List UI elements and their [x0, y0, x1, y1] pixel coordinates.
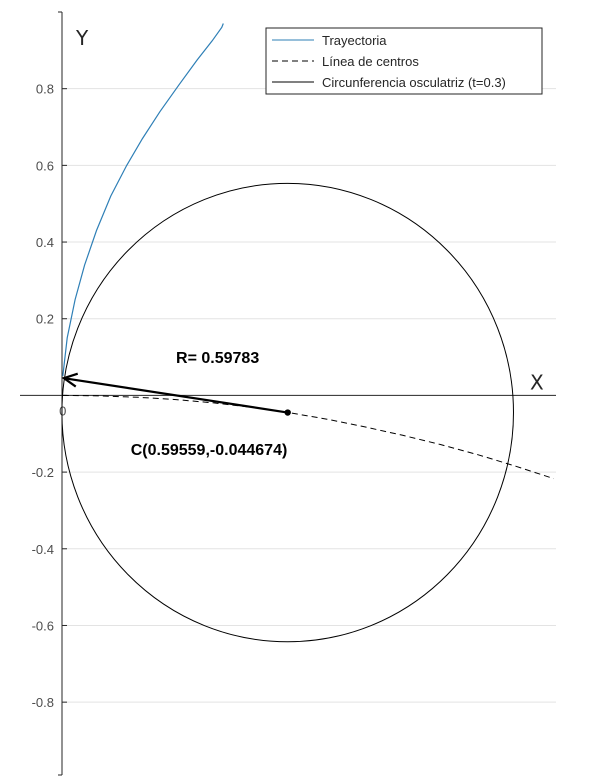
origin-tick-label: 0 — [59, 403, 66, 418]
legend-box — [265, 27, 543, 95]
y-tick-label: -0.2 — [32, 465, 54, 480]
legend-label-trajectory: Trayectoria — [322, 33, 387, 48]
series-layer — [61, 23, 554, 643]
series-osculating-circle — [61, 182, 514, 643]
radius-annotation: R= 0.59783 — [176, 350, 259, 367]
y-tick-label: 0.8 — [36, 82, 54, 97]
y-axis-label: Y — [75, 26, 89, 50]
series-trajectory — [62, 23, 224, 377]
legend-label-circle: Circunferencia osculatriz (t=0.3) — [322, 75, 506, 90]
center-annotation: C(0.59559,-0.044674) — [131, 442, 288, 459]
series-center-line — [62, 394, 554, 480]
radius-arrow-head — [61, 372, 79, 388]
y-tick-label: 0.6 — [36, 158, 54, 173]
y-tick-label: -0.6 — [32, 618, 54, 633]
annotations: R= 0.59783 C(0.59559,-0.044674) — [131, 350, 288, 459]
x-axis-label: X — [530, 370, 544, 394]
grid-lines — [62, 88, 556, 703]
y-tick-label: 0.2 — [36, 312, 54, 327]
y-tick-label: -0.8 — [32, 695, 54, 710]
legend-label-centers: Línea de centros — [322, 54, 419, 69]
legend: Trayectoria Línea de centros Circunferen… — [265, 27, 543, 95]
y-tick-label: 0.4 — [36, 235, 54, 250]
radius-arrow-shaft — [63, 377, 288, 414]
center-point — [284, 409, 291, 416]
y-tick-labels: 0.8 0.6 0.4 0.2 -0.2 -0.4 -0.6 -0.8 — [32, 82, 54, 710]
y-tick-label: -0.4 — [32, 542, 54, 557]
